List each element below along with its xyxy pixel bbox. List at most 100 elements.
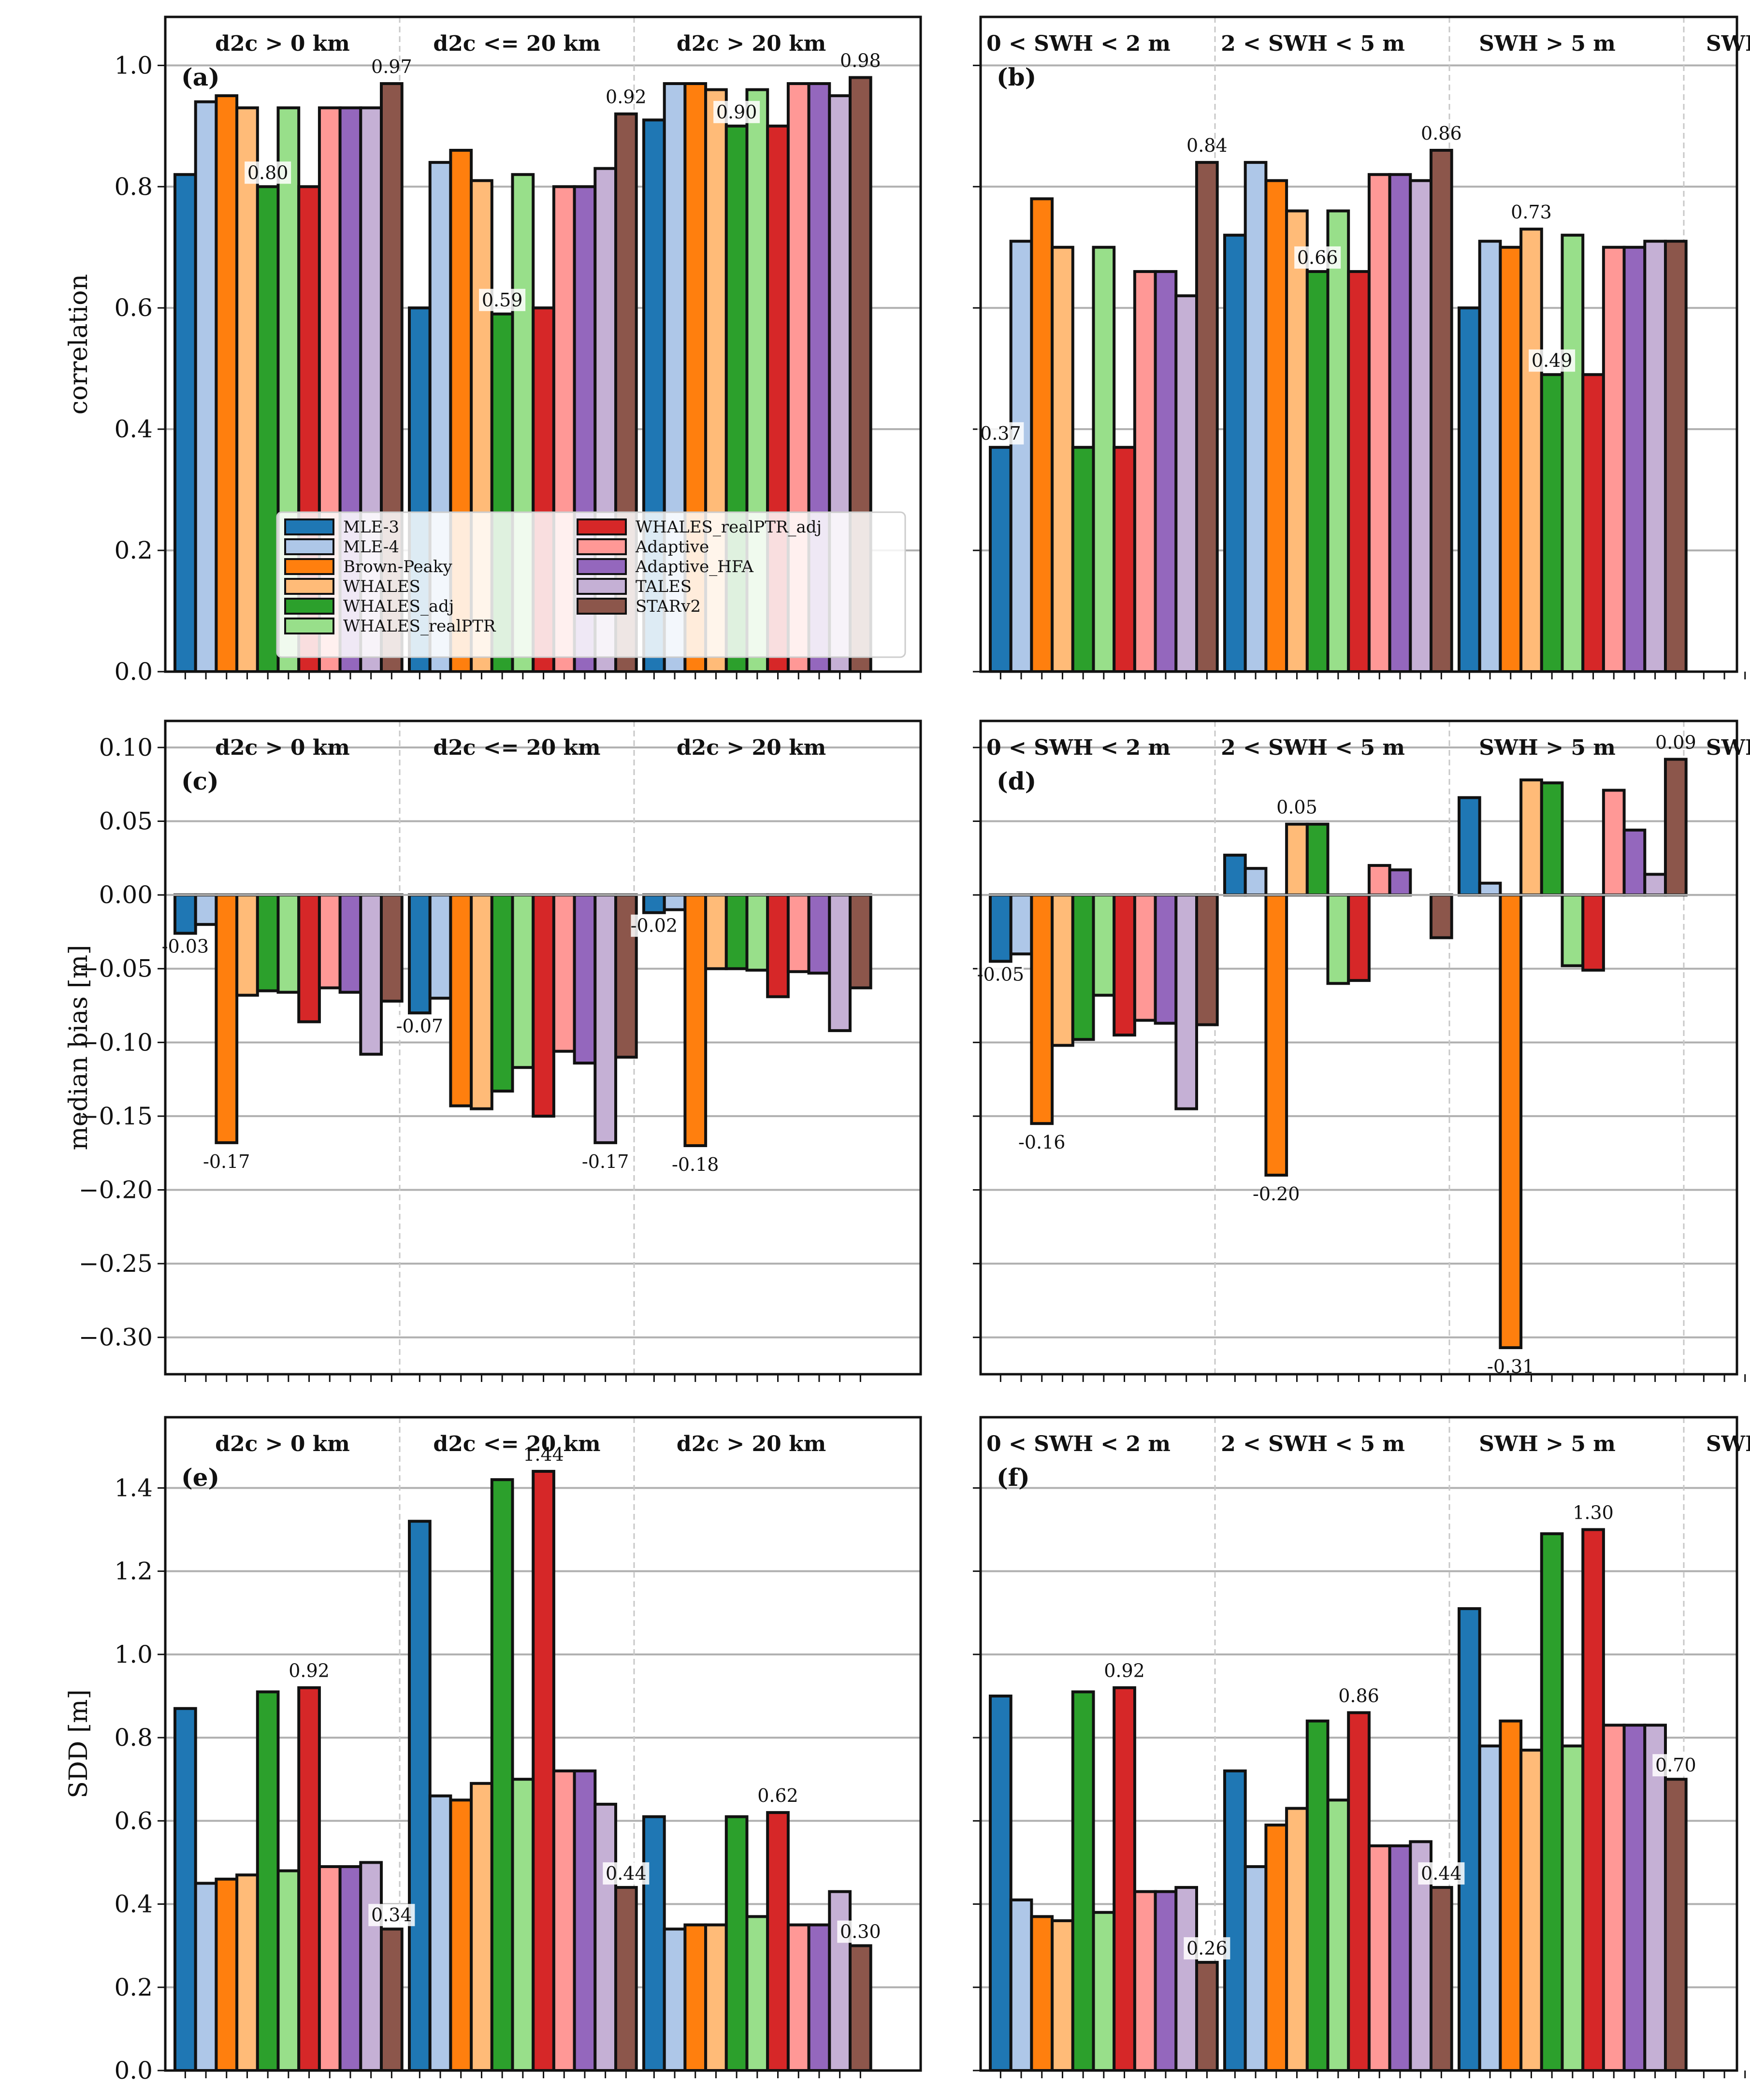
- bar-Adaptive: [552, 893, 576, 1053]
- legend-item: STARv2: [577, 597, 701, 616]
- data-label-text: 0.37: [980, 423, 1021, 444]
- data-label: 1.44: [523, 1444, 564, 1465]
- data-label-text: 0.44: [1421, 1863, 1462, 1884]
- bar-WHALES: [235, 1873, 259, 2071]
- panel-tag: (a): [181, 63, 220, 91]
- bar-WHALES_adj: [1305, 270, 1330, 672]
- y-tick-label: 1.2: [114, 1557, 153, 1585]
- data-label-box: [1294, 246, 1341, 269]
- bar-WHALES: [470, 893, 493, 1110]
- bar-MLE-4: [1478, 240, 1502, 672]
- bar-WHALES: [235, 106, 259, 672]
- legend-label: WHALES_adj: [343, 597, 454, 616]
- bar-WHALES_adj: [256, 1690, 280, 2071]
- y-tick-label: 0.8: [114, 173, 153, 201]
- data-label: 0.05: [1276, 797, 1317, 818]
- bar-WHALES_adj: [1305, 1719, 1330, 2071]
- data-label-text: 0.86: [1421, 123, 1462, 144]
- bar-Adaptive_HFA: [1622, 245, 1647, 672]
- bar-Brown-Peaky: [683, 893, 708, 1147]
- data-label-box: [713, 101, 760, 123]
- bar-STARv2: [380, 893, 404, 1003]
- bar-Brown-Peaky: [683, 1923, 708, 2071]
- data-label-box: [603, 1862, 650, 1885]
- data-label-text: 0.97: [371, 56, 412, 77]
- data-label-text: -0.07: [396, 1015, 443, 1036]
- bar-WHALES: [704, 1923, 728, 2071]
- bar-Brown-Peaky: [449, 893, 473, 1108]
- bar-STARv2: [849, 893, 872, 990]
- y-tick-label: −0.05: [79, 955, 153, 983]
- bar-Adaptive_HFA: [1388, 173, 1412, 672]
- legend-label: Adaptive: [635, 537, 709, 557]
- legend-swatch: [577, 598, 627, 615]
- bar-WHALES_adj: [256, 185, 280, 672]
- bar-Adaptive: [1367, 173, 1391, 672]
- data-label-box: [245, 161, 291, 184]
- bar-WHALES_adj: [490, 1478, 514, 2071]
- data-label-text: 1.30: [1573, 1502, 1614, 1524]
- bar-WHALES: [1285, 209, 1309, 672]
- bar-MLE-3: [1223, 1769, 1247, 2071]
- legend-swatch: [284, 518, 334, 535]
- data-label: 1.30: [1573, 1502, 1614, 1524]
- bar-Brown-Peaky: [215, 893, 239, 1144]
- data-label-text: 0.84: [1186, 135, 1228, 156]
- axes-frame: [979, 15, 1738, 673]
- bar-WHALES_realPTR_adj: [1113, 893, 1136, 1037]
- group-label: d2c > 20 km: [677, 1432, 826, 1456]
- data-label: 0.86: [1338, 1685, 1379, 1706]
- bar-Adaptive_HFA: [1388, 1844, 1412, 2071]
- bar-Adaptive_HFA: [573, 1769, 597, 2071]
- bar-WHALES_realPTR: [745, 893, 769, 972]
- legend-item: WHALES_realPTR: [284, 617, 496, 636]
- bar-MLE-3: [1458, 1607, 1481, 2071]
- data-label-text: -0.18: [672, 1154, 719, 1175]
- data-label: 0.62: [757, 1785, 798, 1806]
- data-label-text: 0.70: [1655, 1755, 1696, 1776]
- bar-Adaptive_HFA: [338, 893, 362, 994]
- data-label: -0.05: [977, 963, 1024, 986]
- bar-MLE-4: [194, 100, 218, 672]
- axes-frame: [164, 15, 922, 673]
- data-label-box: [977, 963, 1024, 986]
- axes-frame: [164, 1416, 922, 2072]
- bar-WHALES_realPTR: [1326, 209, 1350, 672]
- bar-Adaptive: [1133, 893, 1157, 1022]
- bar-WHALES_adj: [1540, 1532, 1564, 2071]
- bar-Adaptive_HFA: [338, 1865, 362, 2071]
- bar-TALES: [1174, 893, 1199, 1110]
- legend-label: MLE-4: [343, 537, 399, 557]
- bar-MLE-4: [1478, 1744, 1502, 2071]
- data-label: 0.26: [1184, 1937, 1230, 1960]
- data-label: 0.84: [1186, 135, 1228, 156]
- y-tick-label: 0.0: [114, 2057, 153, 2085]
- data-label-text: -0.05: [977, 964, 1024, 985]
- bar-WHALES_realPTR_adj: [1581, 893, 1605, 972]
- data-label-text: 0.92: [289, 1660, 330, 1682]
- data-label-box: [396, 1015, 443, 1037]
- bar-MLE-4: [663, 1927, 687, 2071]
- bar-WHALES: [1285, 1807, 1309, 2071]
- bar-WHALES_adj: [724, 893, 749, 970]
- bar-Brown-Peaky: [1499, 893, 1523, 1350]
- bar-Brown-Peaky: [1499, 245, 1523, 672]
- data-label: -0.17: [582, 1151, 629, 1172]
- bar-Adaptive_HFA: [1154, 893, 1178, 1025]
- legend-swatch: [284, 558, 334, 575]
- bar-Adaptive: [1602, 245, 1626, 672]
- data-label-box: [977, 422, 1024, 445]
- bar-MLE-4: [663, 893, 687, 911]
- panel-f: 0 < SWH < 2 m 2 < SWH < 5 m SWH > 5 m SWH >…: [973, 1416, 1750, 2078]
- bar-Adaptive: [786, 893, 810, 973]
- bar-Brown-Peaky: [1499, 1719, 1523, 2071]
- data-label: -0.16: [1018, 1132, 1065, 1153]
- data-label-text: -0.02: [631, 915, 678, 936]
- bar-WHALES_realPTR_adj: [1113, 446, 1136, 672]
- data-label-box: [837, 1920, 884, 1943]
- legend-swatch: [577, 578, 627, 595]
- group-label: d2c > 0 km: [215, 1432, 350, 1456]
- legend-item: TALES: [577, 577, 692, 596]
- group-label: 0 < SWH < 2 m: [986, 31, 1171, 56]
- group-label: SWH > 10 m: [1706, 735, 1750, 760]
